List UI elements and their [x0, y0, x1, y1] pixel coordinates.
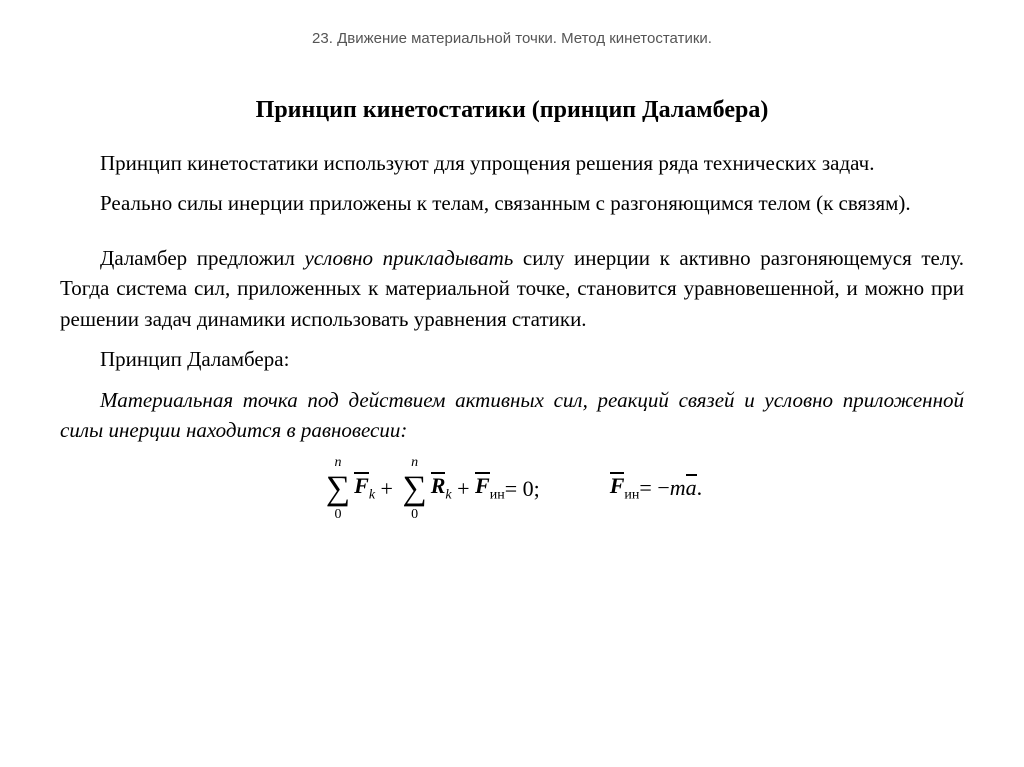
sigma-1: n ∑ 0 [326, 456, 350, 522]
sigma-2-lower: 0 [411, 508, 418, 522]
term-rk: Rk [431, 473, 452, 503]
plus-2: + [452, 476, 475, 502]
eq-minus: = − [639, 475, 669, 501]
sub-in1: ин [490, 488, 505, 503]
sigma-2-upper: n [411, 456, 418, 470]
paragraph-dalembert: Даламбер предложил условно прикладывать … [60, 243, 964, 334]
paragraph-principle-statement: Материальная точка под действием активны… [60, 385, 964, 446]
sym-R: R [431, 473, 446, 498]
equation-fin-def: Fин = − m a . [610, 473, 702, 503]
sub-in2: ин [624, 488, 639, 503]
sigma-1-lower: 0 [335, 508, 342, 522]
sigma-symbol-2: ∑ [402, 472, 426, 506]
chapter-header: 23. Движение материальной точки. Метод к… [60, 30, 964, 47]
term-fin2: Fин [610, 473, 640, 503]
eq-dot: . [697, 475, 703, 501]
sigma-1-upper: n [335, 456, 342, 470]
plus-1: + [375, 476, 398, 502]
p3-part-b: условно прикладывать [304, 246, 513, 270]
eq-zero: = 0; [505, 476, 540, 502]
sym-F3: F [610, 473, 625, 498]
term-fin: Fин [475, 473, 505, 503]
sym-m: m [670, 475, 686, 501]
formula-block: n ∑ 0 Fk + n ∑ 0 Rk + Fин = 0; [60, 456, 964, 522]
paragraph-intro-1: Принцип кинетостатики используют для упр… [60, 148, 964, 178]
equation-main: n ∑ 0 Fk + n ∑ 0 Rk + Fин = 0; [322, 456, 540, 522]
p3-part-a: Даламбер предложил [100, 246, 304, 270]
paragraph-principle-label: Принцип Даламбера: [60, 344, 964, 374]
sym-a: a [686, 475, 697, 500]
sym-F2: F [475, 473, 490, 498]
sigma-2: n ∑ 0 [402, 456, 426, 522]
paragraph-intro-2: Реально силы инерции приложены к телам, … [60, 188, 964, 218]
page-title: Принцип кинетостатики (принцип Даламбера… [60, 97, 964, 124]
sym-F1: F [354, 473, 369, 498]
sigma-symbol: ∑ [326, 472, 350, 506]
term-fk: Fk [354, 473, 375, 503]
